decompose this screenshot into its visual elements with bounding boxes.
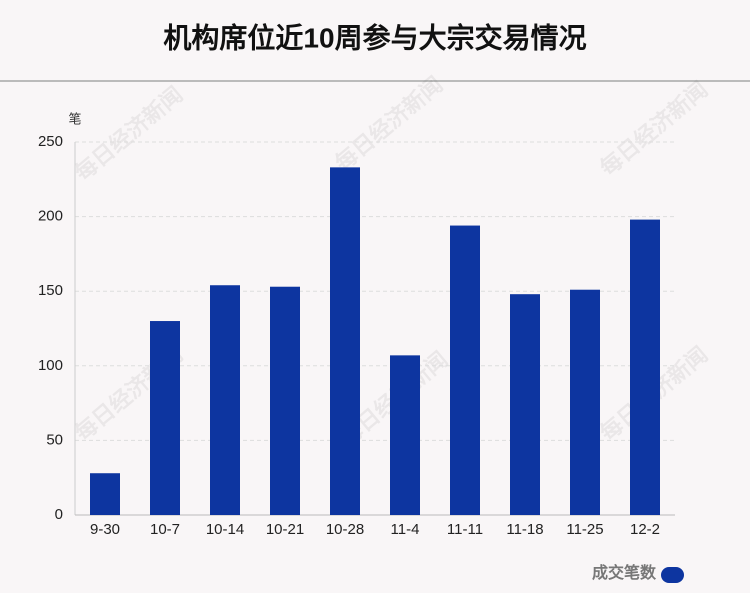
x-tick-label: 11-25 xyxy=(566,521,603,538)
y-tick-label: 0 xyxy=(55,506,63,523)
x-tick-label: 10-28 xyxy=(326,521,364,538)
y-axis-label: 笔 xyxy=(68,111,81,126)
legend-label: 成交笔数 xyxy=(592,563,657,582)
bar xyxy=(510,294,540,515)
x-tick-label: 10-7 xyxy=(150,521,180,538)
bar xyxy=(570,289,600,515)
x-tick-label: 11-18 xyxy=(506,521,543,538)
bar xyxy=(150,321,180,515)
bar xyxy=(270,286,300,515)
y-tick-label: 50 xyxy=(46,431,63,448)
bar xyxy=(210,285,240,515)
x-tick-label: 10-14 xyxy=(206,521,244,538)
bar xyxy=(630,219,660,516)
y-tick-label: 200 xyxy=(38,208,63,225)
x-tick-label: 12-2 xyxy=(630,521,660,538)
x-tick-label: 10-21 xyxy=(266,521,304,538)
y-tick-label: 250 xyxy=(38,133,63,150)
x-tick-label: 11-11 xyxy=(447,521,483,538)
legend-swatch xyxy=(661,567,684,583)
bar xyxy=(450,225,480,515)
x-tick-label: 9-30 xyxy=(90,521,120,538)
bar xyxy=(90,473,120,515)
bar xyxy=(390,355,420,515)
chart-title: 机构席位近10周参与大宗交易情况 xyxy=(163,21,586,53)
y-tick-label: 150 xyxy=(38,282,63,299)
bar xyxy=(330,167,360,515)
x-tick-label: 11-4 xyxy=(391,521,420,538)
y-tick-label: 100 xyxy=(38,357,63,374)
